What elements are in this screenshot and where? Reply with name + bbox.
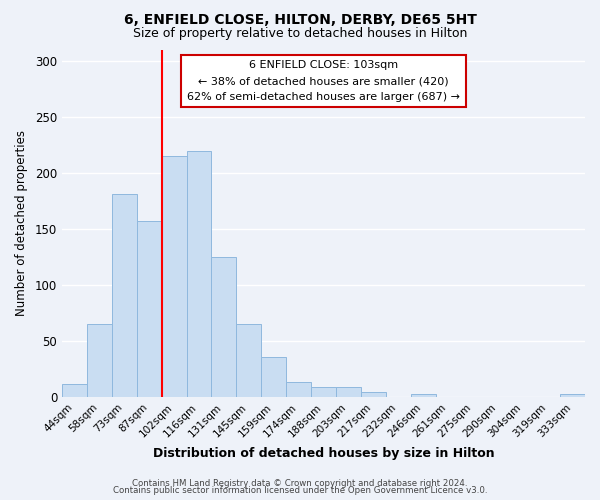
Bar — [137, 221, 161, 397]
Text: Contains public sector information licensed under the Open Government Licence v3: Contains public sector information licen… — [113, 486, 487, 495]
Bar — [161, 156, 187, 397]
Bar — [62, 384, 87, 397]
Bar — [311, 387, 336, 397]
Bar — [560, 394, 585, 397]
Bar — [236, 324, 261, 397]
Text: 6 ENFIELD CLOSE: 103sqm
← 38% of detached houses are smaller (420)
62% of semi-d: 6 ENFIELD CLOSE: 103sqm ← 38% of detache… — [187, 60, 460, 102]
Bar — [187, 150, 211, 397]
Bar — [261, 356, 286, 397]
X-axis label: Distribution of detached houses by size in Hilton: Distribution of detached houses by size … — [153, 447, 494, 460]
Text: Contains HM Land Registry data © Crown copyright and database right 2024.: Contains HM Land Registry data © Crown c… — [132, 478, 468, 488]
Bar — [211, 257, 236, 397]
Bar — [410, 394, 436, 397]
Text: Size of property relative to detached houses in Hilton: Size of property relative to detached ho… — [133, 28, 467, 40]
Bar — [336, 387, 361, 397]
Bar — [87, 324, 112, 397]
Bar — [112, 194, 137, 397]
Y-axis label: Number of detached properties: Number of detached properties — [15, 130, 28, 316]
Bar — [361, 392, 386, 397]
Text: 6, ENFIELD CLOSE, HILTON, DERBY, DE65 5HT: 6, ENFIELD CLOSE, HILTON, DERBY, DE65 5H… — [124, 12, 476, 26]
Bar — [286, 382, 311, 397]
